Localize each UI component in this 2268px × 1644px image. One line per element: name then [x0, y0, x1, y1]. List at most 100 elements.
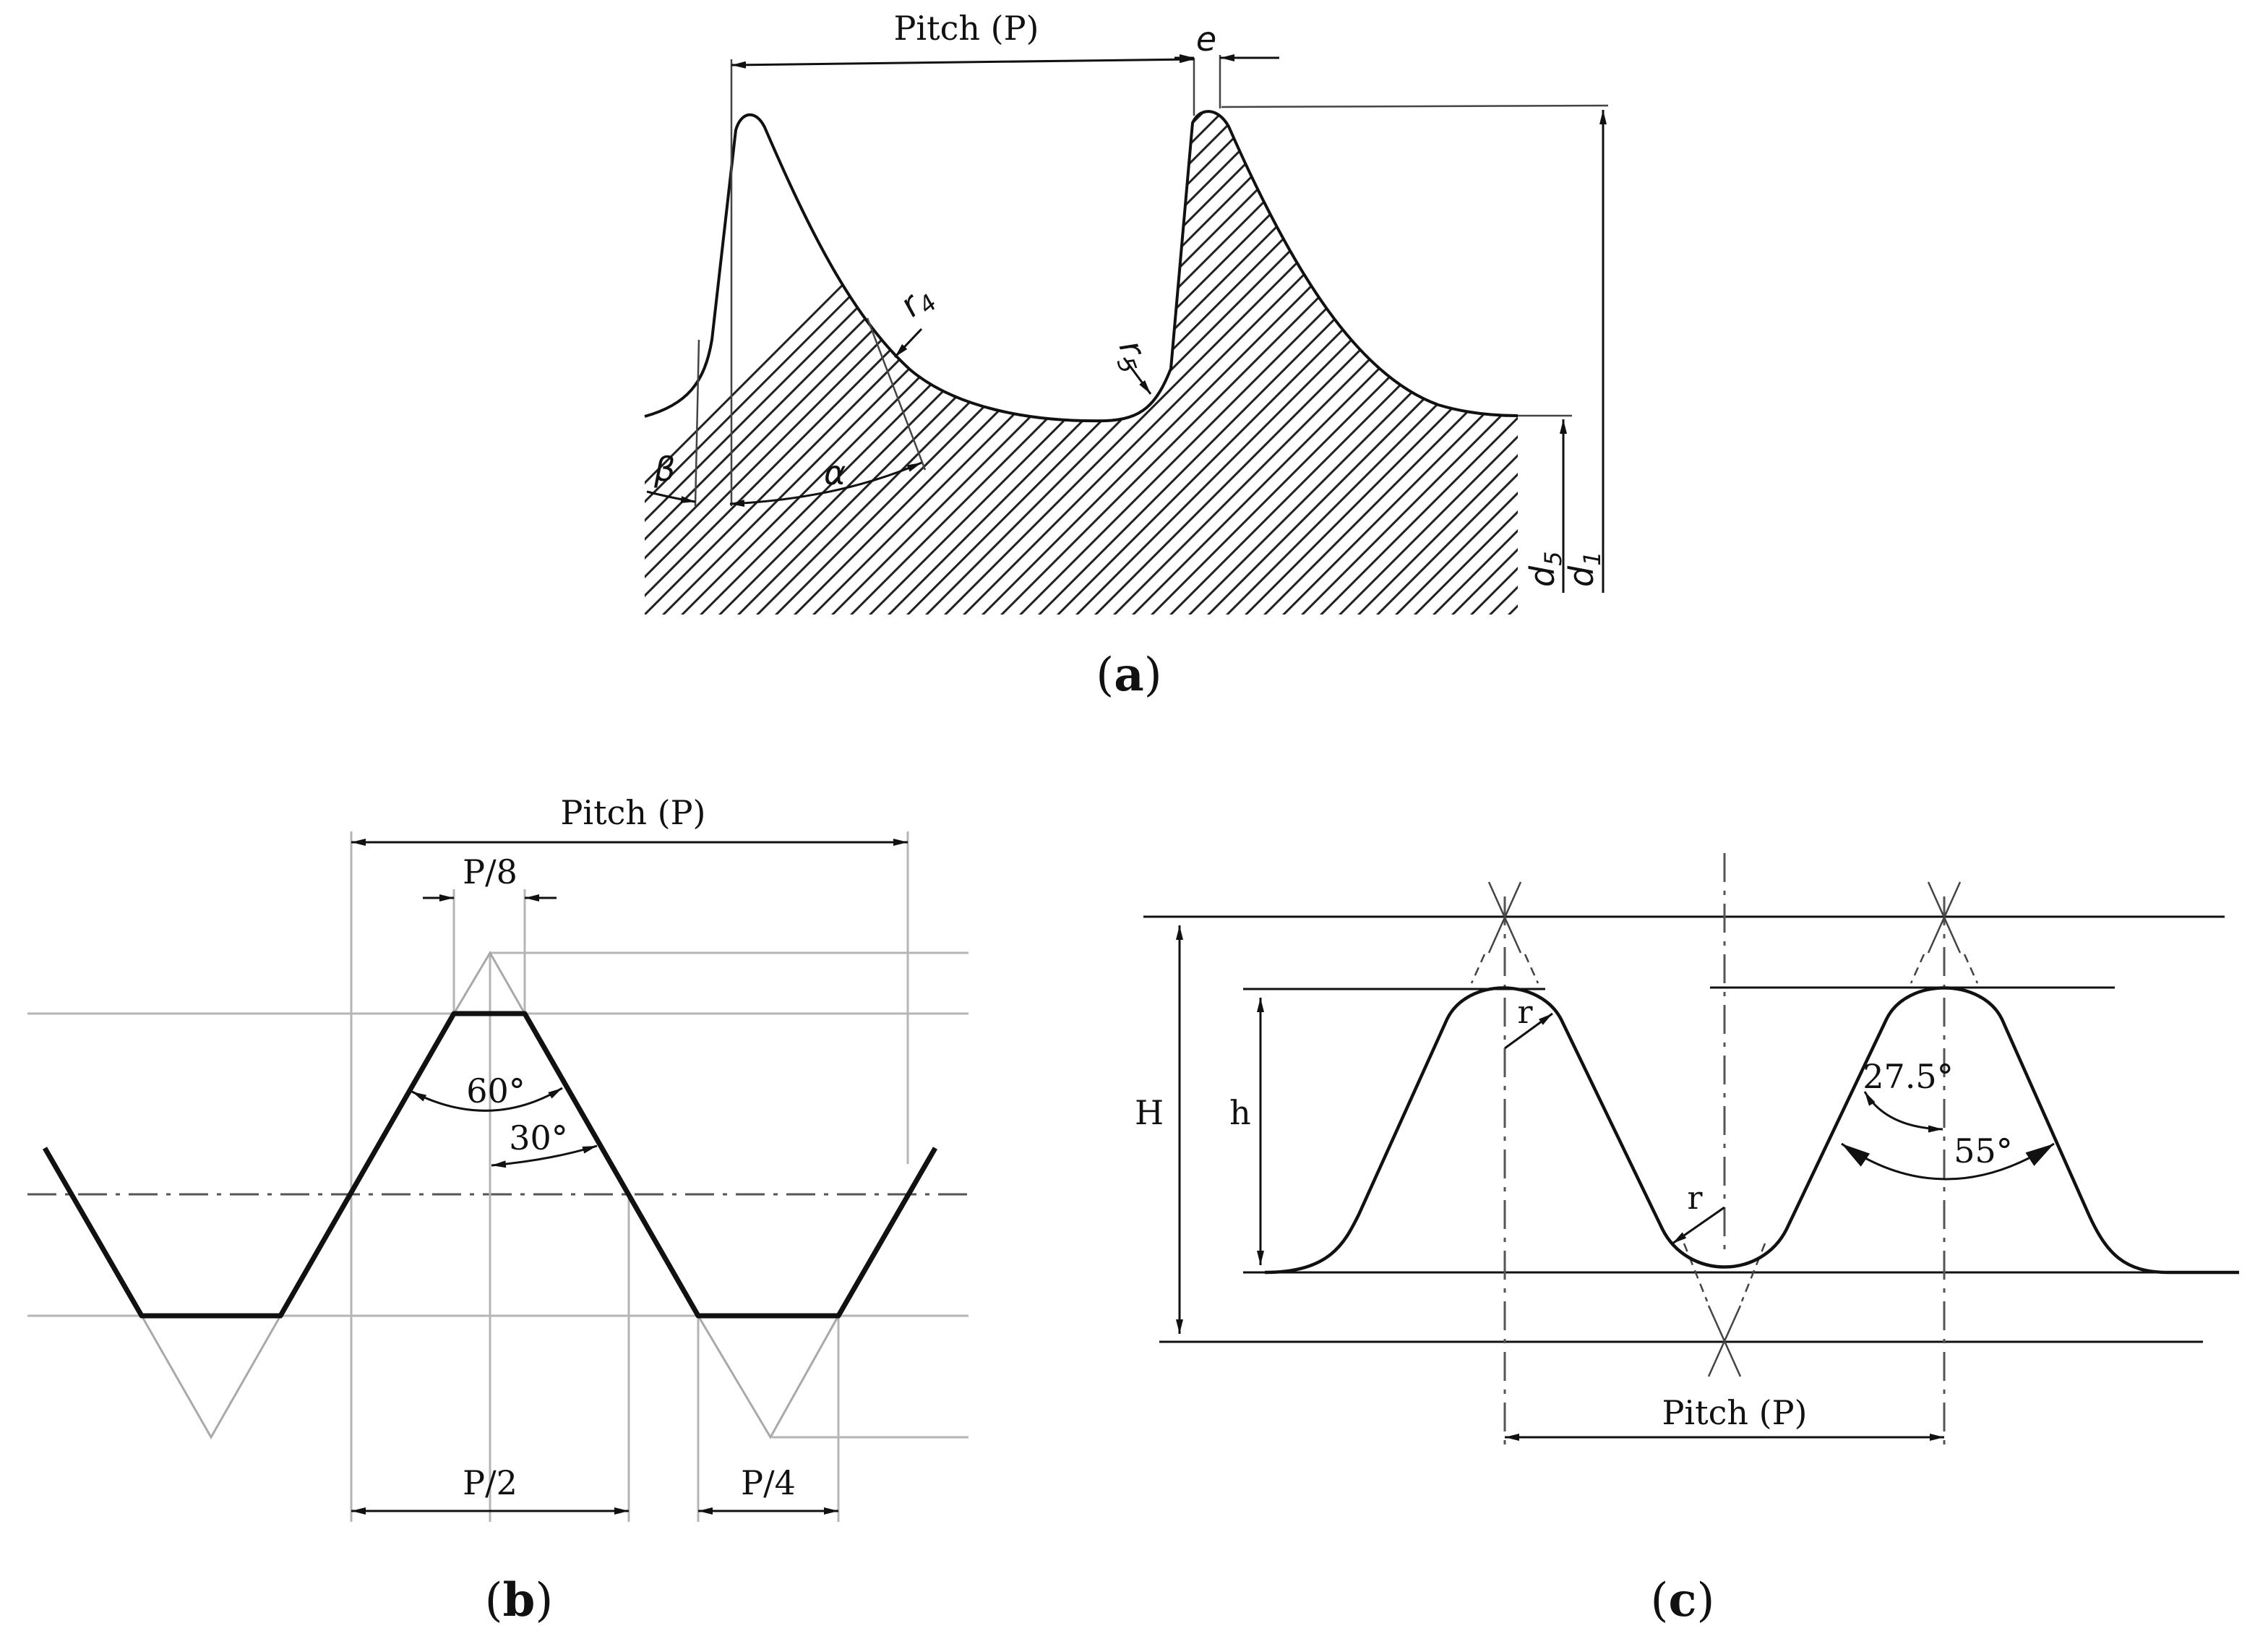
crest-extension	[1221, 104, 1609, 108]
hatch-line	[1068, 111, 1518, 615]
hatch-line	[1388, 111, 1518, 615]
hatch-line	[1200, 111, 1518, 615]
hatch-line	[645, 111, 1167, 615]
r5-label: r5	[1107, 335, 1158, 377]
d5-label: d5	[1523, 551, 1567, 587]
angle-30-arc	[491, 1144, 598, 1168]
theoretical-root-vee-left	[140, 1315, 282, 1440]
figure-c-whitworth-thread: H h r r 27.5° 55° Pitch (P) (c)	[1135, 853, 2239, 1627]
hatch-line	[1577, 0, 2199, 622]
hatch-line	[918, 111, 1518, 615]
r4-leader	[893, 327, 923, 359]
hatch-line	[655, 111, 1279, 615]
beta-arc	[646, 490, 696, 504]
caption-c: (c)	[1651, 1573, 1715, 1627]
pitch-label: Pitch (P)	[560, 793, 705, 832]
r-top-label: r	[1517, 994, 1533, 1031]
hatch-line	[1350, 111, 1518, 615]
angle-60-label: 60°	[466, 1071, 525, 1110]
r5-leader	[1122, 357, 1152, 395]
hatch-line	[1425, 111, 1518, 615]
hatch-line	[1012, 111, 1518, 615]
angle-30-label: 30°	[509, 1118, 568, 1157]
hatch-line	[1558, 0, 2180, 622]
hatch-line	[711, 111, 1336, 615]
h-label: h	[1229, 1093, 1251, 1132]
hatch-line	[645, 111, 1129, 615]
angle-27-5-label: 27.5°	[1863, 1057, 1953, 1096]
construction-lines	[1470, 881, 1979, 1377]
hatch-line	[1106, 111, 1518, 615]
hatch-line	[899, 111, 1518, 615]
angle-55-label: 55°	[1954, 1131, 2013, 1170]
hatch-line	[955, 111, 1518, 615]
angle-60-arc	[411, 1087, 563, 1112]
alpha-label: α	[824, 453, 846, 492]
hatch-line	[645, 111, 1148, 615]
hatch-line	[730, 111, 1354, 615]
figure-b-metric-thread: Pitch (P) P/8 60° 30° P/2 P/4 (b)	[27, 793, 968, 1627]
p8-label: P/8	[463, 852, 517, 891]
hatch-line	[1463, 111, 1518, 615]
alpha-arc	[729, 461, 922, 508]
hatch-line	[1219, 111, 1518, 615]
hatched-section	[645, 0, 2199, 622]
hatch-line	[645, 111, 1204, 615]
hatch-line	[1521, 0, 2142, 622]
hatch-line	[645, 111, 1185, 615]
hatch-line	[1049, 111, 1518, 615]
hatch-line	[768, 111, 1392, 615]
hatch-line	[1369, 111, 1518, 615]
hatch-line	[1275, 111, 1518, 615]
hatch-line	[1087, 111, 1518, 615]
r-top-leader	[1504, 1012, 1553, 1050]
r-bottom-label: r	[1687, 1180, 1703, 1217]
hatch-line	[993, 111, 1518, 615]
p4-label: P/4	[741, 1463, 796, 1502]
thread-a-profile	[644, 110, 1519, 423]
e-label: e	[1196, 20, 1216, 59]
hatch-line	[1256, 111, 1518, 615]
d1-label: d1	[1562, 551, 1606, 587]
pitch-label: Pitch (P)	[893, 9, 1039, 48]
hatch-line	[1500, 111, 1518, 615]
p2-label: P/2	[463, 1463, 517, 1502]
hatch-line	[1181, 111, 1518, 615]
caption-b: (b)	[485, 1573, 554, 1627]
hatch-line	[1162, 111, 1518, 615]
figure-a-buttress-thread: Pitch (P) e r4 r5 β α d5 d1 (a)	[644, 0, 2199, 702]
hatch-line	[1331, 111, 1518, 615]
hatch-line	[1444, 111, 1518, 615]
hatch-line	[1406, 111, 1518, 615]
alpha-extension	[866, 317, 927, 471]
hatch-line	[1237, 111, 1518, 615]
r4-label: r4	[892, 276, 942, 328]
pitch-label: Pitch (P)	[1662, 1393, 1807, 1432]
caption-a: (a)	[1096, 648, 1161, 702]
hatch-line	[1482, 111, 1518, 615]
hatch-line	[1313, 111, 1518, 615]
r-bottom-leader	[1672, 1206, 1725, 1245]
hatch-line	[786, 111, 1411, 615]
H-label: H	[1135, 1093, 1164, 1132]
pitch-dimension-line	[731, 56, 1195, 69]
hatch-line	[1294, 111, 1518, 615]
hatch-line	[862, 111, 1486, 615]
hatch-line	[937, 111, 1518, 615]
theoretical-root-vee-right	[697, 1315, 840, 1440]
theoretical-crest-vee	[452, 951, 526, 1014]
thread-b-profile	[42, 1011, 938, 1319]
beta-extension	[694, 339, 700, 507]
thread-c-profile	[1264, 986, 2239, 1275]
hatch-line	[974, 111, 1518, 615]
angle-27-5-arc	[1863, 1091, 1943, 1133]
hatch-line	[692, 111, 1317, 615]
beta-label: β	[653, 450, 675, 489]
hatch-line	[1143, 111, 1518, 615]
angle-55-arc	[1841, 1142, 2055, 1181]
hatch-line	[1031, 111, 1518, 615]
hatch-line	[880, 111, 1505, 615]
hatch-line	[674, 111, 1298, 615]
